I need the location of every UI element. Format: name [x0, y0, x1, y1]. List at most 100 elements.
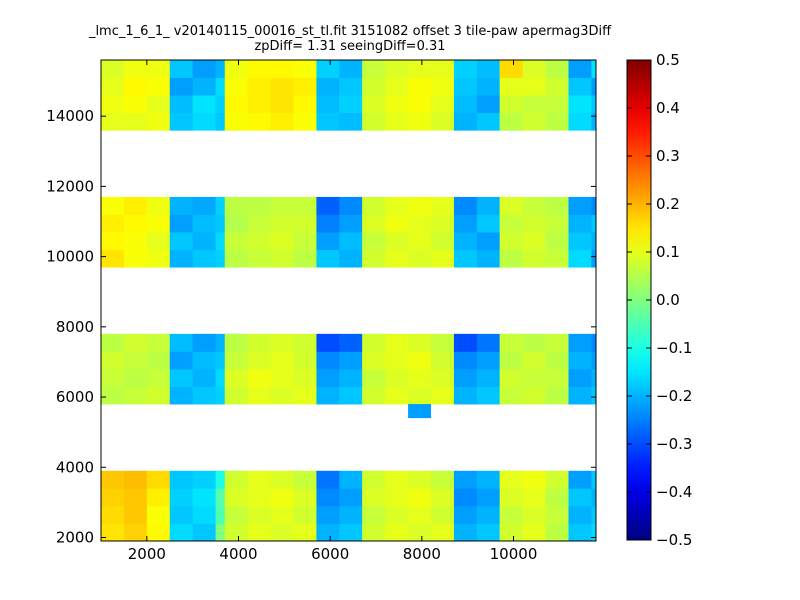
heatmap-cell — [362, 60, 386, 78]
heatmap-cell — [545, 214, 569, 233]
heatmap-cell — [169, 333, 194, 352]
heatmap-cell — [431, 333, 455, 352]
heatmap-cell — [192, 368, 216, 387]
heatmap-cell — [169, 470, 194, 489]
y-tick-label: 2000 — [56, 528, 94, 546]
heatmap-cell — [146, 214, 171, 233]
heatmap-cell — [169, 249, 194, 268]
colorbar-tick-label: 0.2 — [656, 195, 680, 213]
heatmap-cell — [362, 470, 386, 489]
heatmap-cell — [169, 95, 194, 114]
heatmap-cell — [123, 505, 148, 524]
x-tick-label: 8000 — [403, 545, 441, 563]
heatmap-cell — [568, 196, 592, 215]
heatmap-cell — [431, 214, 455, 233]
heatmap-cell — [101, 95, 125, 114]
heatmap-cell — [224, 523, 249, 542]
heatmap-cell — [385, 523, 409, 542]
heatmap-cell — [408, 214, 432, 233]
heatmap-cell — [101, 351, 125, 370]
heatmap-cell — [499, 95, 524, 114]
heatmap-cell — [123, 112, 148, 131]
heatmap-cell — [591, 386, 597, 405]
heatmap-cell — [522, 249, 546, 268]
colorbar: 0.5 0.4 0.3 0.2 0.1 0.0 −0.1 −0.2 −0.3 −0.4 −0.5 — [626, 51, 692, 549]
heatmap-cell — [247, 214, 271, 233]
heatmap-cell — [123, 488, 148, 507]
heatmap-cell — [499, 470, 524, 489]
heatmap-cell — [568, 333, 592, 352]
colorbar-tick-label: −0.2 — [656, 387, 692, 405]
heatmap-cell — [362, 333, 386, 352]
heatmap-cell — [431, 505, 455, 524]
heatmap-cell — [522, 214, 546, 233]
heatmap-cell — [146, 488, 171, 507]
chart-title-line1: _lmc_1_6_1_ v20140115_00016_st_tl.fit 31… — [88, 24, 612, 39]
heatmap-cell — [431, 368, 455, 387]
heatmap-cell — [270, 232, 294, 250]
heatmap-cell — [224, 333, 249, 352]
heatmap-cell — [545, 232, 569, 250]
y-tick-label: 6000 — [56, 388, 94, 406]
heatmap-cell — [192, 505, 216, 524]
heatmap-cell — [247, 112, 271, 131]
heatmap-cell — [293, 505, 317, 524]
heatmap-cell — [339, 505, 363, 524]
heatmap-cell — [568, 60, 592, 78]
heatmap-cell — [123, 232, 148, 250]
x-tick-label: 10000 — [490, 545, 538, 563]
heatmap-cell — [431, 232, 455, 250]
heatmap-cell — [408, 232, 432, 250]
heatmap-cell — [545, 333, 569, 352]
heatmap-cell — [316, 60, 340, 78]
heatmap-cell — [247, 95, 271, 114]
heatmap-cell — [146, 351, 171, 370]
heatmap-cell — [192, 386, 216, 405]
heatmap-cell — [591, 196, 597, 215]
heatmap-cell — [270, 470, 294, 489]
heatmap-cell — [316, 333, 340, 352]
heatmap-cell — [453, 249, 478, 268]
heatmap-cell — [476, 232, 501, 250]
heatmap-cell — [476, 488, 501, 507]
colorbar-tick-label: 0.4 — [656, 99, 680, 117]
heatmap-cell — [591, 60, 597, 78]
heatmap-cell — [224, 196, 249, 215]
heatmap-cell — [499, 249, 524, 268]
heatmap-cell — [270, 95, 294, 114]
heatmap-cell — [247, 523, 271, 542]
heatmap-cell — [545, 470, 569, 489]
heatmap-cell — [545, 77, 569, 96]
plot-frame — [100, 59, 597, 542]
heatmap-cell — [339, 351, 363, 370]
heatmap-cell — [408, 404, 431, 419]
heatmap-cell — [316, 214, 340, 233]
heatmap-cell — [431, 351, 455, 370]
heatmap-cell — [224, 60, 249, 78]
heatmap-cell — [499, 523, 524, 542]
heatmap-cell — [339, 214, 363, 233]
heatmap-cell — [339, 112, 363, 131]
heatmap-cell — [408, 523, 432, 542]
heatmap-cell — [101, 214, 125, 233]
heatmap-cell — [545, 386, 569, 405]
heatmap-cell — [316, 95, 340, 114]
heatmap-cell — [545, 112, 569, 131]
heatmap-cell — [101, 333, 125, 352]
heatmap-cell — [431, 77, 455, 96]
heatmap-cell — [146, 60, 171, 78]
heatmap-cell — [453, 60, 478, 78]
heatmap-cell — [339, 77, 363, 96]
heatmap-cell — [146, 112, 171, 131]
heatmap-cell — [339, 249, 363, 268]
heatmap-cell — [568, 351, 592, 370]
heatmap-cell — [293, 196, 317, 215]
heatmap-cell — [522, 488, 546, 507]
heatmap-cell — [408, 196, 432, 215]
heatmap-cell — [192, 249, 216, 268]
heatmap-cell — [270, 60, 294, 78]
heatmap-cell — [522, 95, 546, 114]
heatmap-cell — [362, 95, 386, 114]
heatmap-cell — [431, 386, 455, 405]
